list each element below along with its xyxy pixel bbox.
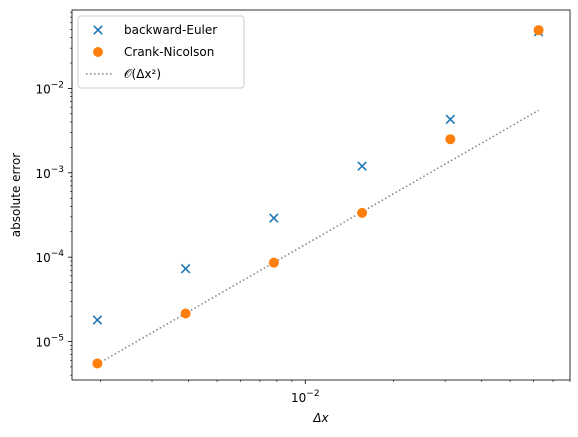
legend-label: 𝒪(Δx²): [124, 67, 161, 81]
reference-line-order2: [97, 109, 539, 365]
backward-euler-point: [269, 213, 279, 223]
backward-euler-point: [357, 161, 367, 171]
data-layer: [92, 25, 544, 369]
y-tick-label: 10−2: [35, 80, 64, 96]
legend-items: backward-Euler Crank-Nicolson 𝒪(Δx²): [86, 23, 217, 81]
crank-nicolson-point: [180, 308, 191, 319]
y-axis-label: absolute error: [9, 153, 23, 238]
legend-marker-crank-nicolson: [93, 47, 103, 57]
backward-euler-point: [445, 114, 456, 125]
legend-label: Crank-Nicolson: [124, 45, 214, 59]
crank-nicolson-point: [268, 257, 279, 268]
legend-box: [77, 15, 245, 89]
y-tick-label: 10−5: [35, 334, 64, 350]
x-tick-label: 10−2: [291, 389, 320, 405]
y-tick-label: 10−4: [35, 249, 64, 265]
series-crank-nicolson: [92, 25, 544, 369]
x-axis-label: Δx: [312, 411, 329, 425]
backward-euler-point: [180, 263, 191, 274]
plot-frame: [71, 9, 571, 381]
legend-marker-backward-euler: [93, 25, 103, 35]
legend-label: backward-Euler: [124, 23, 217, 37]
series-backward-euler: [92, 26, 544, 325]
y-tick-label: 10−3: [35, 165, 64, 181]
crank-nicolson-point: [357, 207, 368, 218]
legend: backward-Euler Crank-Nicolson 𝒪(Δx²): [77, 15, 245, 89]
crank-nicolson-point: [445, 134, 456, 145]
crank-nicolson-point: [92, 358, 103, 369]
crank-nicolson-point: [533, 25, 544, 36]
tick-layer: 10−2 10−5 10−4 10−3 10−2: [35, 80, 319, 405]
backward-euler-point: [92, 315, 103, 325]
